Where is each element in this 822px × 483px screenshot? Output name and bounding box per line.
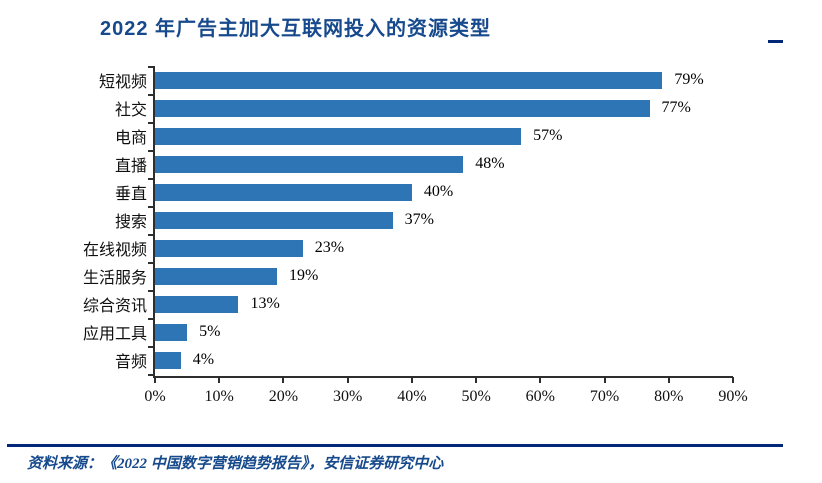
y-axis-tick: [148, 66, 154, 68]
bar-row: 生活服务 19%: [0, 262, 733, 290]
x-axis-tick: [603, 377, 606, 383]
bar-track: 57%: [155, 122, 733, 150]
category-label: 搜索: [114, 214, 147, 231]
category-label: 短视频: [98, 74, 147, 91]
bar-track: 5%: [155, 318, 733, 346]
x-tick-label: 90%: [718, 388, 748, 405]
value-label: 4%: [192, 351, 215, 368]
x-axis-tick: [539, 377, 542, 383]
x-tick-label: 50%: [461, 388, 491, 405]
bar: [155, 267, 278, 285]
x-axis-tick: [282, 377, 285, 383]
bar-row: 垂直 40%: [0, 178, 733, 206]
bar-track: 13%: [155, 290, 733, 318]
bar-row: 社交 77%: [0, 94, 733, 122]
x-axis-tick: [218, 377, 221, 383]
bar-row: 应用工具 5%: [0, 318, 733, 346]
bar: [155, 127, 522, 145]
x-axis-tick: [154, 377, 156, 383]
y-axis-tick: [148, 122, 154, 124]
x-tick-label: 10%: [204, 388, 234, 405]
value-label: 13%: [250, 295, 280, 312]
value-label: 79%: [674, 71, 704, 88]
footer-divider: [7, 444, 783, 447]
category-label: 应用工具: [82, 326, 147, 343]
x-tick-label: 30%: [332, 388, 363, 405]
chart-title: 2022 年广告主加大互联网投入的资源类型: [100, 18, 492, 40]
value-label: 5%: [199, 323, 221, 340]
value-label: 77%: [661, 99, 691, 116]
header-dash-decoration: [768, 40, 783, 43]
bar: [155, 239, 303, 257]
x-axis-tick: [475, 377, 478, 383]
y-axis-tick: [148, 94, 154, 96]
bar-row: 综合资讯 13%: [0, 290, 733, 318]
value-label: 48%: [475, 155, 505, 172]
y-axis-tick: [148, 234, 154, 236]
value-label: 23%: [314, 239, 345, 256]
x-tick-label: 40%: [397, 388, 427, 405]
y-axis-tick: [148, 178, 154, 180]
bar: [155, 295, 239, 313]
x-tick-label: 80%: [654, 388, 684, 405]
value-label: 37%: [404, 211, 434, 228]
y-axis-tick: [148, 262, 154, 264]
bar-row: 音频 4%: [0, 346, 733, 374]
value-label: 19%: [289, 267, 319, 284]
category-label: 音频: [114, 354, 147, 371]
x-axis-tick: [410, 377, 413, 383]
bar-track: 40%: [155, 178, 733, 206]
bar: [155, 183, 412, 201]
x-tick-label: 20%: [268, 388, 299, 405]
bar: [155, 211, 393, 229]
bar: [155, 71, 663, 89]
x-tick-labels: 0% 10% 20% 30% 40% 50% 60% 70% 80% 90%: [144, 388, 747, 408]
bar-chart: 短视频 79% 社交 77% 电商 57% 直播 48% 垂直 40% 搜索 37% 在线视频 23% 生活…: [0, 66, 733, 374]
bar-track: 77%: [155, 94, 733, 122]
bar-track: 23%: [155, 234, 733, 262]
value-label: 40%: [423, 183, 454, 200]
bar: [155, 351, 181, 369]
category-label: 生活服务: [82, 270, 147, 287]
y-axis-tick: [148, 374, 154, 376]
bar-row: 搜索 37%: [0, 206, 733, 234]
bar-track: 79%: [155, 66, 733, 94]
category-label: 社交: [114, 102, 147, 119]
bar-track: 4%: [155, 346, 733, 374]
x-tick-label: 60%: [525, 388, 555, 405]
bar-row: 直播 48%: [0, 150, 733, 178]
bar: [155, 323, 188, 341]
x-axis-tick: [667, 377, 670, 383]
category-label: 直播: [114, 158, 147, 175]
value-label: 57%: [533, 127, 563, 144]
y-axis-line: [153, 66, 155, 378]
source-note: 资料来源：《2022 中国数字营销趋势报告》，安信证券研究中心: [27, 456, 444, 472]
bar: [155, 99, 650, 117]
bar-row: 电商 57%: [0, 122, 733, 150]
bar-track: 48%: [155, 150, 733, 178]
bar: [155, 155, 464, 173]
bar-row: 短视频 79%: [0, 66, 733, 94]
x-axis-line: [153, 376, 733, 378]
y-axis-tick: [148, 290, 154, 292]
y-axis-tick: [148, 150, 154, 152]
x-tick-label: 0%: [144, 388, 166, 405]
y-axis-tick: [148, 206, 154, 208]
category-label: 垂直: [114, 186, 147, 203]
category-label: 在线视频: [82, 242, 147, 259]
bar-row: 在线视频 23%: [0, 234, 733, 262]
x-axis-tick: [346, 377, 349, 383]
x-axis-tick: [732, 377, 734, 383]
bar-rows: 短视频 79% 社交 77% 电商 57% 直播 48% 垂直 40% 搜索 37% 在线视频 23% 生活…: [0, 66, 733, 374]
y-axis-tick: [148, 318, 154, 320]
bar-track: 19%: [155, 262, 733, 290]
category-label: 电商: [114, 130, 147, 147]
y-axis-tick: [148, 346, 154, 348]
x-tick-label: 70%: [589, 388, 620, 405]
category-label: 综合资讯: [82, 298, 147, 315]
bar-track: 37%: [155, 206, 733, 234]
